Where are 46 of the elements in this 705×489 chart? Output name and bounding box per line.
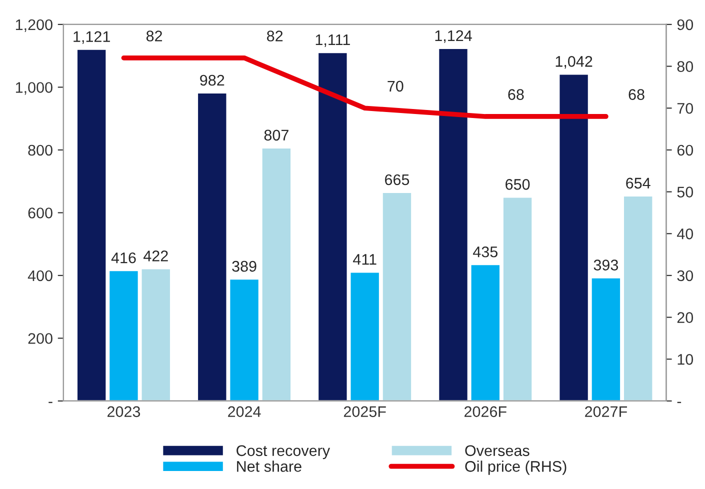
y-tick-label: 1,000 xyxy=(16,82,52,95)
data-label: 1,121 xyxy=(74,31,110,44)
y2-tick-label: 10 xyxy=(678,354,694,365)
x-tick-label: 2024 xyxy=(228,406,261,418)
legend-label: Net share xyxy=(237,460,302,472)
data-label: 1,111 xyxy=(316,34,350,47)
data-label: 68 xyxy=(628,89,644,100)
legend-label: Cost recovery xyxy=(236,445,330,460)
data-label: 82 xyxy=(146,30,162,42)
y2-tick-label: 40 xyxy=(676,228,694,240)
y2-tick-label: 80 xyxy=(677,61,694,72)
y-tick-label: 800 xyxy=(28,144,52,156)
legend-label: Oil price (RHS) xyxy=(465,460,566,475)
data-label: 982 xyxy=(200,74,224,86)
y-tick-label: 400 xyxy=(28,270,52,282)
data-label: 654 xyxy=(626,178,650,189)
data-label: 422 xyxy=(143,250,168,262)
data-label: 665 xyxy=(385,174,410,186)
data-label: 435 xyxy=(473,246,498,258)
y2-tick-label: 30 xyxy=(677,270,694,282)
data-label: 82 xyxy=(267,30,283,42)
y-tick-label: - xyxy=(48,402,52,404)
data-label: 1,124 xyxy=(435,30,472,43)
y-tick-label: 1,200 xyxy=(16,19,52,32)
x-tick-label: 2027F xyxy=(585,406,627,418)
data-label: 68 xyxy=(508,89,524,100)
y2-tick-label: - xyxy=(677,402,682,404)
data-label: 416 xyxy=(111,252,136,264)
x-tick-label: 2026F xyxy=(464,406,506,418)
y2-tick-label: 70 xyxy=(677,102,694,114)
data-label: 807 xyxy=(264,130,288,141)
y-tick-label: 600 xyxy=(28,208,52,218)
y2-tick-label: 20 xyxy=(677,312,694,323)
legend-label: Overseas xyxy=(465,445,530,456)
data-label: 389 xyxy=(232,260,256,272)
y2-tick-label: 60 xyxy=(677,144,694,156)
y-tick-label: 200 xyxy=(28,333,52,344)
y2-tick-label: 90 xyxy=(677,19,694,30)
data-label: 70 xyxy=(388,80,404,92)
data-label: 411 xyxy=(353,254,376,265)
x-tick-label: 2025F xyxy=(344,406,386,418)
x-tick-label: 2023 xyxy=(108,406,140,418)
data-label: 650 xyxy=(506,179,530,190)
data-label: 1,042 xyxy=(556,56,592,69)
data-label: 393 xyxy=(594,260,618,270)
y2-tick-label: 50 xyxy=(677,186,694,198)
